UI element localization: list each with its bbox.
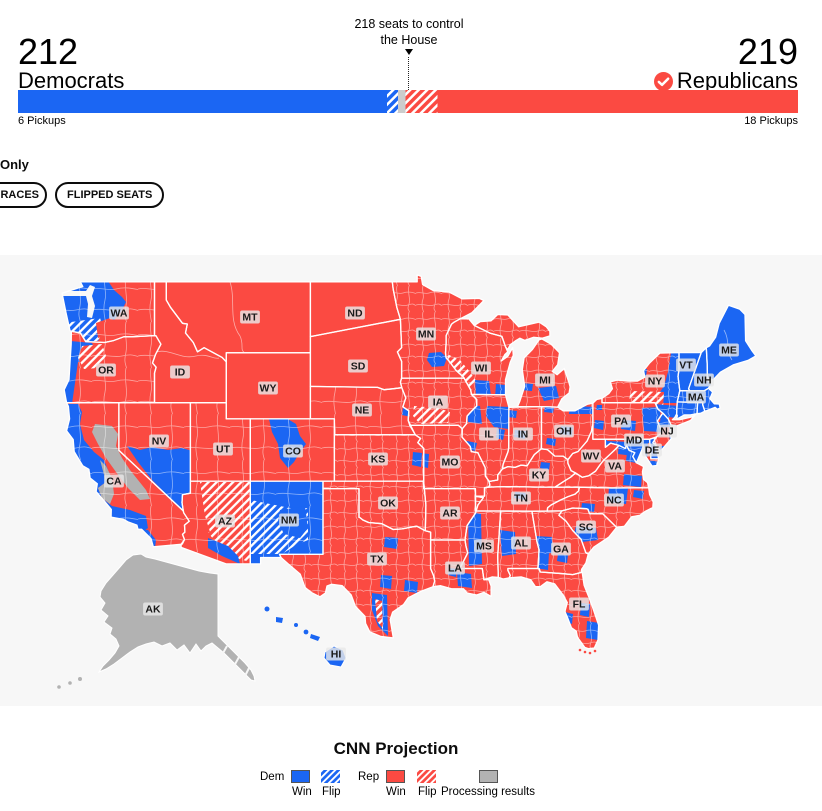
svg-text:NE: NE	[355, 405, 370, 417]
svg-text:ID: ID	[175, 367, 186, 379]
svg-text:SC: SC	[579, 522, 594, 534]
svg-text:IN: IN	[518, 429, 529, 441]
svg-text:MT: MT	[242, 312, 258, 324]
svg-text:GA: GA	[553, 544, 569, 556]
svg-text:AZ: AZ	[218, 516, 233, 528]
svg-text:NV: NV	[152, 436, 167, 448]
svg-text:MI: MI	[539, 375, 551, 387]
svg-text:CA: CA	[106, 476, 122, 488]
svg-text:MD: MD	[626, 435, 643, 447]
svg-text:KS: KS	[371, 454, 386, 466]
svg-text:NH: NH	[696, 375, 711, 387]
svg-text:LA: LA	[448, 563, 462, 575]
svg-text:WA: WA	[111, 308, 128, 320]
svg-text:ND: ND	[347, 308, 363, 320]
svg-text:PA: PA	[614, 416, 628, 428]
svg-text:WI: WI	[475, 363, 488, 375]
svg-text:AL: AL	[514, 538, 529, 550]
svg-text:MS: MS	[476, 541, 492, 553]
svg-text:TN: TN	[514, 493, 528, 505]
svg-text:OH: OH	[556, 426, 572, 438]
svg-text:IA: IA	[433, 397, 444, 409]
svg-text:NJ: NJ	[660, 426, 674, 438]
svg-text:CO: CO	[285, 446, 301, 458]
svg-text:KY: KY	[532, 470, 547, 482]
svg-text:UT: UT	[216, 444, 231, 456]
svg-text:NM: NM	[281, 515, 298, 527]
svg-text:NY: NY	[648, 376, 663, 388]
svg-text:FL: FL	[573, 599, 586, 611]
svg-text:MO: MO	[442, 457, 459, 469]
svg-text:AR: AR	[442, 508, 458, 520]
svg-text:AK: AK	[145, 604, 161, 616]
svg-text:IL: IL	[484, 429, 494, 441]
svg-text:VT: VT	[679, 360, 693, 372]
svg-text:OK: OK	[380, 498, 396, 510]
svg-text:ME: ME	[721, 345, 737, 357]
svg-text:SD: SD	[351, 361, 366, 373]
svg-text:NC: NC	[606, 495, 622, 507]
svg-text:WY: WY	[260, 383, 277, 395]
svg-text:DE: DE	[645, 445, 660, 457]
svg-text:OR: OR	[98, 365, 114, 377]
svg-text:VA: VA	[608, 461, 622, 473]
svg-text:MA: MA	[688, 392, 705, 404]
svg-text:WV: WV	[583, 451, 600, 463]
svg-text:TX: TX	[370, 554, 383, 566]
svg-text:MN: MN	[418, 329, 434, 341]
svg-text:HI: HI	[331, 649, 342, 661]
